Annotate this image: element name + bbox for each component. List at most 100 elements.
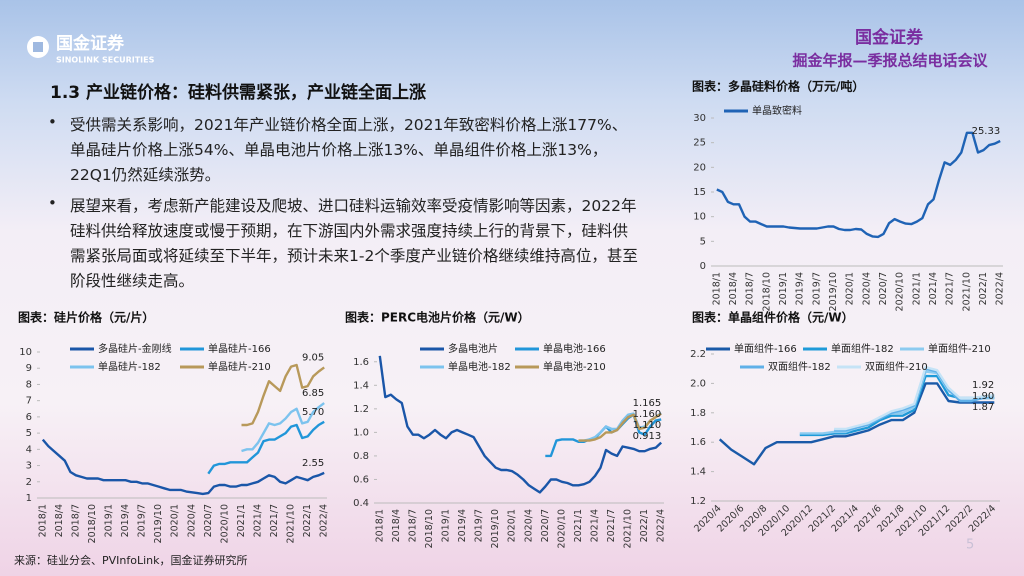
- y-tick-label: 1.6: [353, 357, 369, 368]
- x-tick-label: 2020/10: [556, 509, 567, 548]
- series-line: [41, 438, 325, 496]
- x-tick-label: 2021/1: [236, 504, 247, 537]
- x-tick-label: 2019/7: [474, 509, 485, 542]
- bullet-dot: •: [48, 113, 57, 131]
- legend-label: 单晶电池-166: [543, 342, 606, 355]
- source-note: 来源：硅业分会、PVInfoLink，国金证券研究所: [14, 554, 248, 567]
- x-tick-label: 2019/10: [153, 504, 164, 543]
- y-tick-label: 30: [693, 113, 706, 124]
- x-tick-label: 2018/10: [87, 504, 98, 543]
- x-tick-label: 2019/4: [457, 509, 468, 542]
- x-tick-label: 2021/7: [269, 504, 280, 537]
- x-tick-label: 2019/1: [778, 272, 789, 305]
- x-tick-label: 2022/4: [995, 272, 1006, 305]
- event-brand: 国金证券: [855, 27, 924, 48]
- event-title: 掘金年报—季报总结电话会议: [792, 52, 988, 70]
- page-number: 5: [966, 538, 974, 553]
- y-tick-label: 1.2: [690, 496, 706, 507]
- x-tick-label: 2018/7: [745, 272, 756, 305]
- y-tick-label: 0.6: [353, 474, 369, 485]
- data-label: 0.913: [633, 431, 662, 442]
- x-tick-label: 2020/1: [507, 509, 518, 542]
- y-tick-label: 9: [26, 363, 32, 374]
- x-tick-label: 2020/7: [203, 504, 214, 537]
- y-tick-label: 0.4: [353, 498, 369, 509]
- series-line: [578, 412, 662, 442]
- legend-label: 单面组件-182: [831, 342, 894, 355]
- y-tick-label: 6: [26, 412, 32, 423]
- logo-name: 国金证券: [56, 33, 125, 54]
- y-tick-label: 10: [693, 212, 706, 223]
- logo-english: SINOLINK SECURITIES: [56, 56, 155, 65]
- bullet-text: 展望来看，考虑新产能建设及爬坡、进口硅料运输效率受疫情影响等因素，2022年硅料…: [70, 197, 638, 290]
- x-tick-label: 2018/7: [70, 504, 81, 537]
- y-tick-label: 1.6: [690, 437, 706, 448]
- y-tick-label: 5: [700, 236, 706, 247]
- y-tick-label: 25: [693, 138, 706, 149]
- x-tick-label: 2019/7: [137, 504, 148, 537]
- y-tick-label: 0: [700, 261, 706, 272]
- y-tick-label: 1.8: [690, 408, 706, 419]
- legend-label: 多晶硅片-金刚线: [98, 342, 172, 355]
- x-tick-label: 2021/10: [623, 509, 634, 548]
- x-tick-label: 2019/1: [440, 509, 451, 542]
- x-tick-label: 2019/4: [795, 272, 806, 305]
- x-tick-label: 2019/10: [828, 272, 839, 311]
- data-label: 25.33: [972, 126, 1001, 137]
- x-tick-label: 2022/4: [656, 509, 667, 542]
- x-tick-label: 2021/1: [573, 509, 584, 542]
- series-line: [834, 367, 995, 432]
- y-tick-label: 1.2: [353, 404, 369, 415]
- chart-title: 图表：多晶硅料价格（万元/吨）: [692, 79, 864, 94]
- series-line: [799, 374, 995, 437]
- y-tick-label: 4: [26, 444, 32, 455]
- x-tick-label: 2021/4: [590, 509, 601, 542]
- legend-label: 单晶电池-210: [543, 360, 606, 373]
- series-line: [241, 402, 325, 453]
- x-tick-label: 2018/4: [728, 272, 739, 305]
- series-line: [834, 366, 995, 431]
- chart-title: 图表：PERC电池片价格（元/W）: [345, 310, 530, 325]
- y-tick-label: 1.0: [353, 427, 369, 438]
- x-tick-label: 2018/7: [407, 509, 418, 542]
- data-label: 1.92: [972, 380, 994, 391]
- legend-label: 单晶硅片-210: [208, 360, 271, 373]
- legend-label: 单面组件-166: [734, 342, 797, 355]
- data-label: 1.160: [633, 409, 662, 420]
- y-tick-label: 8: [26, 379, 32, 390]
- y-tick-label: 3: [26, 461, 32, 472]
- logo-icon-mark: [33, 42, 43, 52]
- x-tick-label: 2022/1: [639, 509, 650, 542]
- y-tick-label: 2: [26, 477, 32, 488]
- x-tick-label: 2019/4: [120, 504, 131, 537]
- y-tick-label: 2.2: [690, 349, 706, 360]
- x-tick-label: 2021/4: [928, 272, 939, 305]
- y-tick-label: 2.0: [690, 378, 706, 389]
- series-line: [378, 355, 663, 494]
- x-tick-label: 2018/1: [374, 509, 385, 542]
- legend-label: 单面组件-210: [928, 342, 991, 355]
- x-tick-label: 2018/10: [761, 272, 772, 311]
- series-line: [718, 382, 995, 466]
- x-tick-label: 2022/1: [302, 504, 313, 537]
- x-tick-label: 2020/4: [523, 509, 534, 542]
- x-tick-label: 2018/10: [424, 509, 435, 548]
- x-tick-label: 2020/10: [895, 272, 906, 311]
- series-line: [241, 363, 325, 427]
- x-tick-label: 2019/7: [811, 272, 822, 305]
- chart-title: 图表：单晶组件价格（元/W）: [692, 310, 854, 325]
- x-tick-label: 2020/7: [878, 272, 889, 305]
- data-label: 1.110: [633, 420, 662, 431]
- y-tick-label: 1: [26, 493, 32, 504]
- data-label: 1.87: [972, 402, 994, 413]
- bullet-text: 受供需关系影响，2021年产业链价格全面上涨，2021年致密料价格上涨177%、…: [70, 116, 628, 184]
- series-line: [207, 420, 325, 475]
- legend-label: 多晶电池片: [448, 342, 498, 355]
- x-tick-label: 2020/7: [540, 509, 551, 542]
- y-tick-label: 7: [26, 396, 32, 407]
- x-tick-label: 2021/10: [286, 504, 297, 543]
- x-tick-label: 2021/4: [253, 504, 264, 537]
- chart-title: 图表：硅片价格（元/片）: [18, 310, 154, 325]
- x-tick-label: 2020/10: [219, 504, 230, 543]
